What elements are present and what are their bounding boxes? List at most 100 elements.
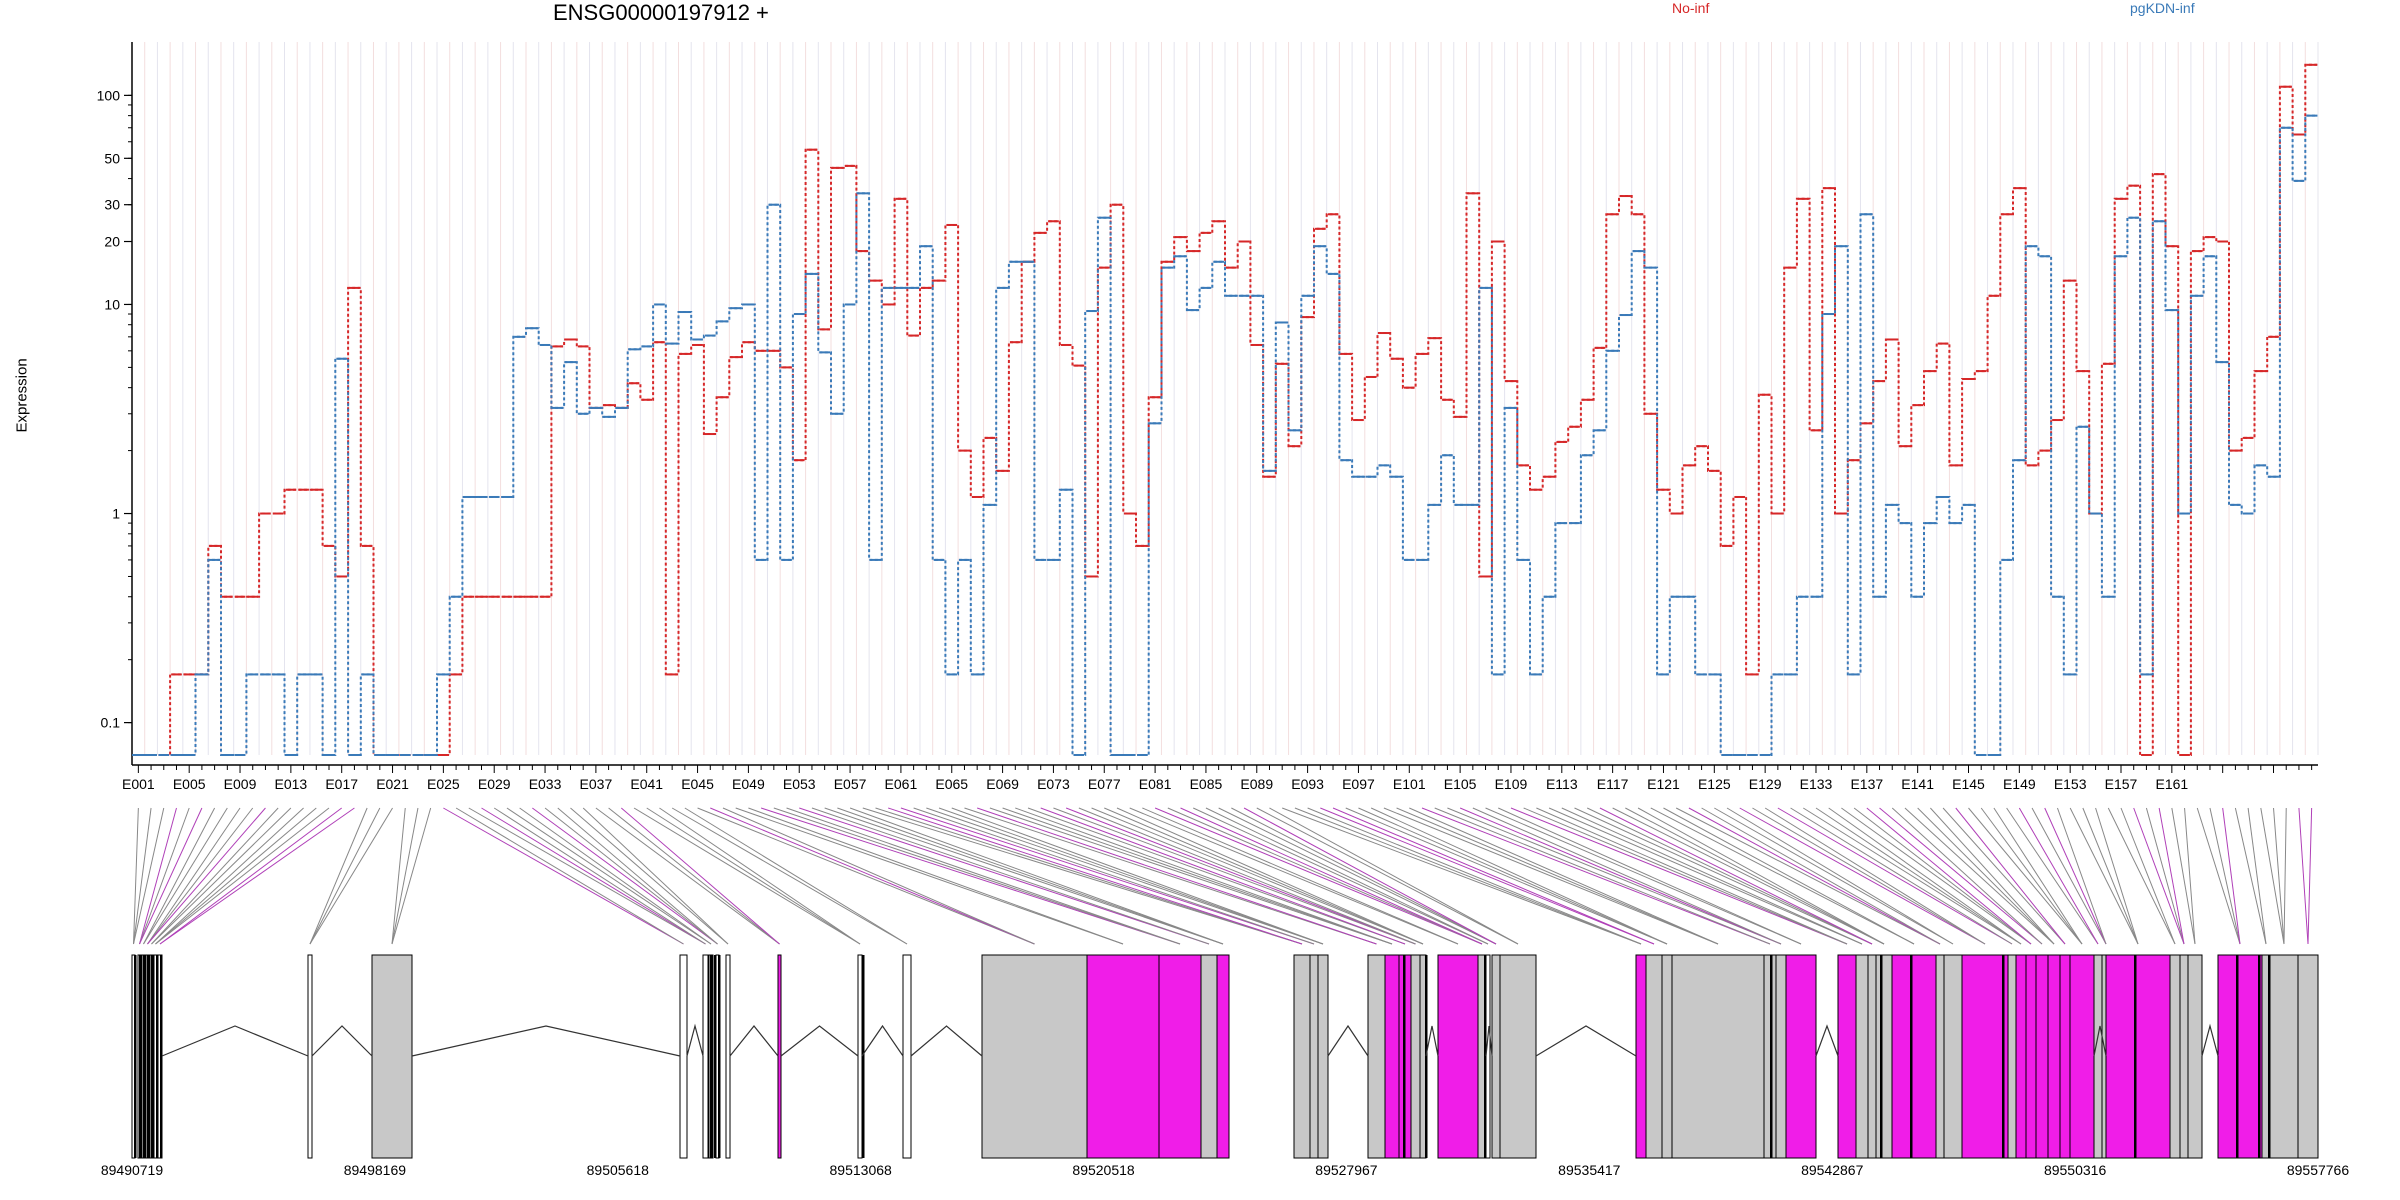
exon-connector — [1955, 807, 2066, 945]
exon-tick-label: E081 — [1139, 776, 1172, 792]
exon-connector — [1167, 807, 1483, 945]
exon-tick-label: E049 — [732, 776, 765, 792]
exon-block — [1867, 954, 1877, 1159]
exon-connector — [837, 807, 1224, 945]
exon-connector — [1625, 807, 1885, 945]
exon-block — [1943, 954, 1963, 1159]
exon-connector — [139, 807, 177, 945]
exon-boundary — [143, 955, 146, 1158]
exon-connector — [2184, 807, 2196, 945]
exon-connector — [1434, 807, 1771, 945]
genomic-tick-label: 89490719 — [101, 1162, 164, 1178]
exon-connector — [1193, 807, 1489, 945]
exon-connector — [2273, 807, 2285, 945]
exon-connector — [2095, 807, 2139, 945]
exon-block — [1935, 954, 1945, 1159]
exon-connector — [1536, 807, 1848, 945]
exon-connector — [1294, 807, 1642, 945]
exon-tick-label: E129 — [1749, 776, 1782, 792]
exon-connector — [391, 807, 419, 945]
exon-connector — [2171, 807, 2196, 945]
exon-connector — [913, 807, 1315, 945]
exon-connector — [1243, 807, 1497, 945]
exon-tick-label: E109 — [1495, 776, 1528, 792]
exon-connector — [147, 807, 241, 945]
intron-line — [729, 1025, 779, 1057]
exon-connector — [443, 807, 684, 945]
exon-connector — [481, 807, 706, 945]
exon-tick-label: E009 — [224, 776, 257, 792]
intron-line — [1485, 1025, 1493, 1057]
exon-block — [2069, 954, 2095, 1159]
genomic-tick-label: 89535417 — [1558, 1162, 1621, 1178]
exon-connector — [1841, 807, 2032, 945]
genomic-tick-label: 89505618 — [587, 1162, 650, 1178]
exon-connector — [159, 807, 343, 945]
exon-boundary — [134, 955, 137, 1158]
exon-connector — [735, 807, 1124, 945]
exon-block — [2179, 954, 2189, 1159]
exon-axis: E001 E005 E009 E013 E017 E021 E025 E029 E033 E037… — [122, 765, 2313, 792]
exon-boundary — [862, 955, 865, 1158]
exon-connector — [1917, 807, 2055, 945]
exon-boundary — [147, 955, 150, 1158]
exon-connector — [2222, 807, 2241, 945]
exon-connector — [875, 807, 1303, 945]
exon-connector — [1065, 807, 1416, 945]
genomic-tick-label: 89520518 — [1072, 1162, 1135, 1178]
exon-connector — [1142, 807, 1459, 945]
exon-boundary — [1910, 955, 1913, 1158]
exon-block — [1785, 954, 1817, 1159]
exon-tick-label: E061 — [885, 776, 918, 792]
exon-connector — [1752, 807, 1986, 945]
exon-block — [1837, 954, 1857, 1159]
genomic-axis: 89490719 89498169 89505618 89513068 89520518… — [101, 1162, 2350, 1178]
exon-tick-label: E149 — [2003, 776, 2036, 792]
exon-connector — [1307, 807, 1642, 945]
exon-boundary — [1770, 955, 1773, 1158]
exon-connector — [951, 807, 1324, 945]
exon-tick-label: E125 — [1698, 776, 1731, 792]
exon-connector — [773, 807, 1181, 945]
exon-connector — [1002, 807, 1393, 945]
exon-connector — [900, 807, 1315, 945]
exon-boundary — [710, 955, 713, 1158]
exon-connector — [2234, 807, 2267, 945]
exon-connector — [468, 807, 706, 945]
exon-connector — [147, 807, 266, 945]
exon-block — [2169, 954, 2181, 1159]
exon-connector — [1370, 807, 1668, 945]
exon-connector — [1104, 807, 1424, 945]
exon-block — [857, 954, 863, 1159]
genomic-tick-label: 89550316 — [2044, 1162, 2107, 1178]
exon-connector — [1904, 807, 2055, 945]
exon-connector — [133, 807, 139, 945]
exon-connector — [155, 807, 304, 945]
exon-connector — [155, 807, 330, 945]
exon-connector — [633, 807, 861, 945]
exon-connector — [133, 807, 152, 945]
exon-connector — [2031, 807, 2107, 945]
exon-connector — [2082, 807, 2139, 945]
exon-connector — [2044, 807, 2107, 945]
exon-connector — [1345, 807, 1668, 945]
exon-connector — [1586, 807, 1873, 945]
exon-block — [1293, 954, 1311, 1159]
exon-connector — [139, 807, 203, 945]
exon-tick-label: E033 — [529, 776, 562, 792]
exon-connector — [989, 807, 1393, 945]
exon-connector — [595, 807, 780, 945]
genomic-tick-label: 89542867 — [1801, 1162, 1864, 1178]
exon-connector — [143, 807, 228, 945]
exon-connector — [1040, 807, 1406, 945]
exon-connector — [1879, 807, 2043, 945]
exon-connector — [964, 807, 1377, 945]
exon-connector — [2158, 807, 2185, 945]
plot-axes — [131, 42, 2318, 766]
exon-tick-label: E065 — [935, 776, 968, 792]
exon-block — [1891, 954, 1937, 1159]
exon-connector — [1409, 807, 1719, 945]
exon-connector — [2247, 807, 2267, 945]
exon-block — [1317, 954, 1329, 1159]
genomic-tick-label: 89498169 — [344, 1162, 407, 1178]
